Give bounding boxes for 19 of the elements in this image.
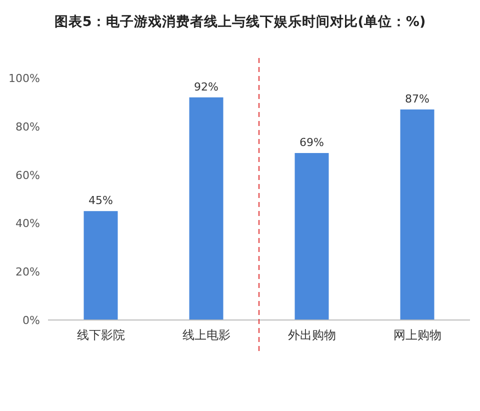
y-tick-label: 100% xyxy=(8,72,40,85)
bar xyxy=(400,109,434,320)
y-tick-label: 20% xyxy=(16,266,40,279)
x-tick-label: 网上购物 xyxy=(393,328,442,342)
data-label: 87% xyxy=(405,92,430,106)
data-label: 92% xyxy=(194,80,218,94)
y-tick-label: 40% xyxy=(16,217,40,230)
y-tick-label: 0% xyxy=(22,314,40,327)
bar xyxy=(189,97,224,320)
x-tick-label: 线上电影 xyxy=(182,328,230,342)
x-tick-label: 线下影院 xyxy=(76,328,125,342)
y-tick-label: 80% xyxy=(16,120,40,134)
data-label: 69% xyxy=(300,136,324,150)
y-tick-label: 60% xyxy=(16,168,40,182)
data-label: 45% xyxy=(88,194,113,208)
bar xyxy=(84,211,118,320)
chart-title: 图表5：电子游戏消费者线上与线下娱乐时间对比(单位：%) xyxy=(54,13,426,30)
x-tick-label: 外出购物 xyxy=(288,328,336,342)
bar xyxy=(294,153,329,320)
